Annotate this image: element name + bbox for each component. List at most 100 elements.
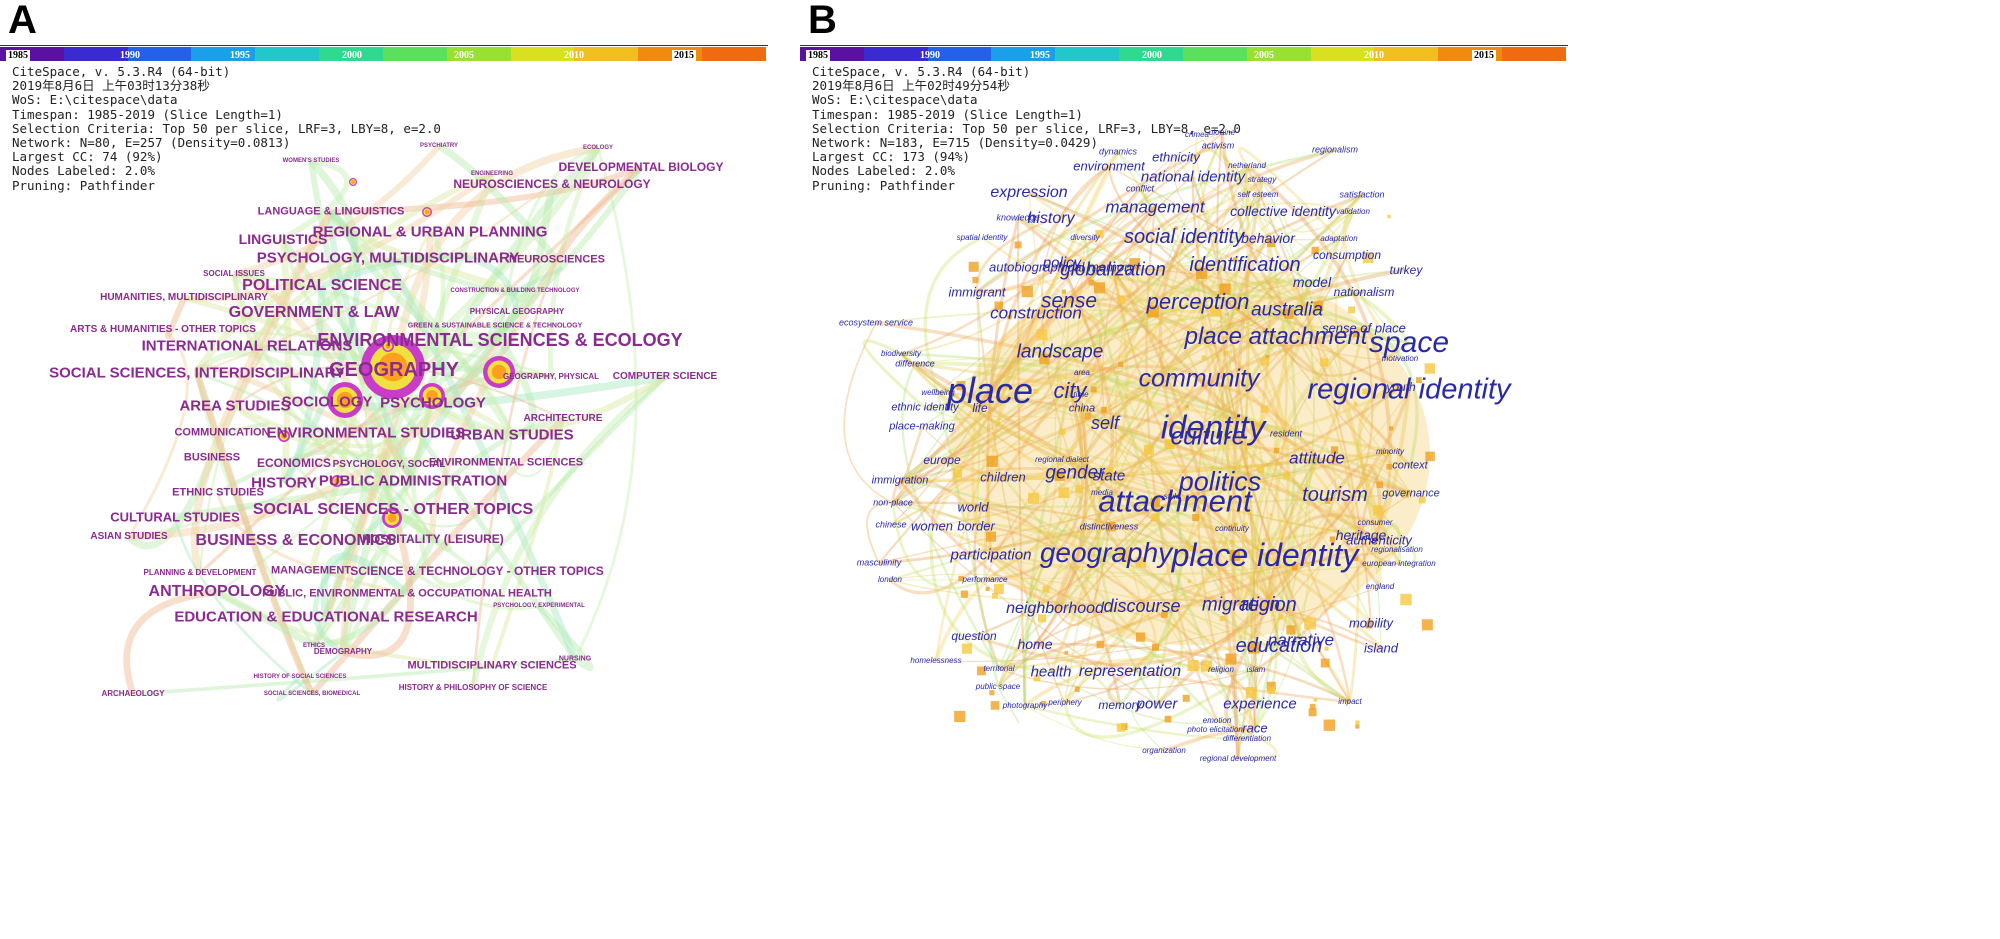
node-label[interactable]: health xyxy=(1030,663,1072,681)
network-node[interactable] xyxy=(1274,448,1280,454)
node-label[interactable]: ENVIRONMENTAL SCIENCES xyxy=(428,456,584,469)
node-label[interactable]: netherland xyxy=(1228,161,1266,170)
node-label[interactable]: homelessness xyxy=(910,656,962,665)
network-node[interactable] xyxy=(1267,238,1276,248)
network-node[interactable] xyxy=(1054,470,1066,481)
node-label[interactable]: validation xyxy=(1336,207,1370,216)
network-node[interactable] xyxy=(426,390,438,402)
network-node[interactable] xyxy=(1135,556,1147,568)
node-label[interactable]: england xyxy=(1365,582,1395,591)
network-node[interactable] xyxy=(1286,625,1296,635)
node-label[interactable]: children xyxy=(980,469,1026,485)
node-label[interactable]: ARCHAEOLOGY xyxy=(101,689,165,698)
network-node[interactable] xyxy=(1096,486,1100,490)
network-node[interactable] xyxy=(1284,309,1294,319)
node-label[interactable]: neighborhood xyxy=(1006,600,1104,617)
network-node[interactable] xyxy=(424,209,430,215)
node-label[interactable]: SOCIAL ISSUES xyxy=(203,269,265,278)
network-node[interactable] xyxy=(1418,496,1426,504)
network-node[interactable] xyxy=(1200,660,1212,672)
node-label[interactable]: SCIENCE & TECHNOLOGY - OTHER TOPICS xyxy=(350,564,604,578)
node-label[interactable]: satisfaction xyxy=(1339,189,1385,200)
node-label[interactable]: national identity xyxy=(1140,168,1246,186)
network-node[interactable] xyxy=(1365,621,1373,629)
node-label[interactable]: HUMANITIES, MULTIDISCIPLINARY xyxy=(100,292,268,303)
network-node[interactable] xyxy=(976,666,986,676)
network-node[interactable] xyxy=(1267,686,1275,694)
network-node[interactable] xyxy=(1096,640,1105,649)
node-label[interactable]: regional development xyxy=(1199,754,1277,763)
network-node[interactable] xyxy=(1143,444,1154,455)
node-label[interactable]: gender xyxy=(1045,462,1105,484)
node-label[interactable]: photography xyxy=(1002,701,1048,710)
network-node[interactable] xyxy=(1074,485,1084,494)
node-label[interactable]: HISTORY OF SOCIAL SCIENCES xyxy=(253,674,347,680)
network-node[interactable] xyxy=(1225,653,1237,665)
node-label[interactable]: PUBLIC ADMINISTRATION xyxy=(318,472,508,490)
network-node[interactable] xyxy=(1187,579,1192,584)
node-label[interactable]: public space xyxy=(975,682,1021,691)
network-node[interactable] xyxy=(1260,405,1269,413)
node-label[interactable]: knowledge xyxy=(996,212,1040,223)
node-label[interactable]: URBAN STUDIES xyxy=(450,426,574,444)
node-label[interactable]: identity xyxy=(1160,408,1266,446)
node-label[interactable]: ANTHROPOLOGY xyxy=(148,583,286,600)
node-label[interactable]: environment xyxy=(1073,158,1145,174)
network-node[interactable] xyxy=(1042,585,1050,593)
node-label[interactable]: border xyxy=(957,518,995,534)
network-node[interactable] xyxy=(1387,214,1391,219)
node-label[interactable]: resident xyxy=(1269,428,1303,439)
network-node[interactable] xyxy=(1103,467,1114,478)
network-node[interactable] xyxy=(1033,674,1041,682)
network-node[interactable] xyxy=(378,352,408,382)
network-node[interactable] xyxy=(334,478,340,484)
node-label[interactable]: place xyxy=(946,370,1034,411)
network-node[interactable] xyxy=(1320,658,1330,668)
network-node[interactable] xyxy=(1250,421,1260,431)
node-label[interactable]: HOSPITALITY (LEISURE) xyxy=(362,532,504,546)
network-node[interactable] xyxy=(1330,446,1339,454)
node-label[interactable]: PSYCHOLOGY, SOCIAL xyxy=(332,459,446,470)
node-label[interactable]: city xyxy=(1053,378,1087,403)
node-label[interactable]: collective identity xyxy=(1230,203,1336,219)
node-label[interactable]: sense of place xyxy=(1322,320,1406,336)
network-node[interactable] xyxy=(1174,226,1178,230)
network-node[interactable] xyxy=(1415,377,1422,384)
node-label[interactable]: biodiversity xyxy=(880,349,922,358)
network-node[interactable] xyxy=(1353,402,1358,407)
network-node[interactable] xyxy=(1059,428,1066,435)
network-node[interactable] xyxy=(1224,351,1229,355)
network-node[interactable] xyxy=(1117,295,1126,304)
network-node[interactable] xyxy=(1028,492,1040,504)
network-node[interactable] xyxy=(1147,305,1159,318)
node-label[interactable]: PSYCHOLOGY, EXPERIMENTAL xyxy=(493,603,585,609)
node-label[interactable]: LANGUAGE & LINGUISTICS xyxy=(257,205,405,218)
network-node[interactable] xyxy=(1304,284,1309,288)
node-label[interactable]: place identity xyxy=(1171,537,1359,573)
network-node[interactable] xyxy=(1355,720,1360,725)
node-label[interactable]: strategy xyxy=(1247,175,1277,184)
network-node[interactable] xyxy=(1282,472,1290,480)
node-label[interactable]: narrative xyxy=(1267,630,1335,650)
network-node[interactable] xyxy=(1323,719,1336,731)
node-label[interactable]: mobility xyxy=(1348,615,1394,631)
node-label[interactable]: community xyxy=(1138,364,1260,393)
network-node[interactable] xyxy=(1164,715,1172,723)
network-node[interactable] xyxy=(985,531,996,542)
node-label[interactable]: ENVIRONMENTAL SCIENCES & ECOLOGY xyxy=(317,330,683,350)
node-label[interactable]: COMMUNICATION xyxy=(174,426,270,439)
network-node[interactable] xyxy=(1229,539,1234,545)
node-label[interactable]: politics xyxy=(1178,466,1262,497)
network-node[interactable] xyxy=(1210,305,1222,317)
node-label[interactable]: tourism xyxy=(1302,484,1368,506)
panel-a-network-view[interactable]: 1985 1990 1995 2000 2005 2010 2015 CiteSpace, … xyxy=(0,45,768,935)
node-label[interactable]: world xyxy=(957,499,989,515)
node-label[interactable]: DEMOGRAPHY xyxy=(313,647,373,656)
node-label[interactable]: power xyxy=(1136,695,1178,713)
network-node[interactable] xyxy=(1192,513,1200,522)
network-node[interactable] xyxy=(1257,466,1265,474)
network-node[interactable] xyxy=(1352,332,1359,338)
node-label[interactable]: activism xyxy=(1201,140,1235,151)
network-node[interactable] xyxy=(972,276,979,284)
network-node[interactable] xyxy=(1195,267,1208,280)
